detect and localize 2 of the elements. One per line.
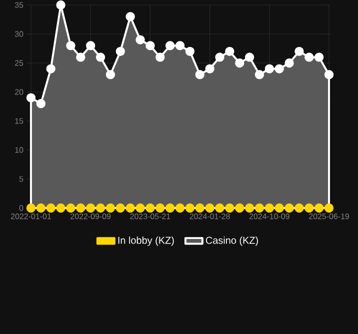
- legend-label: Casino (KZ): [206, 236, 258, 246]
- legend-label: In lobby (KZ): [118, 236, 174, 246]
